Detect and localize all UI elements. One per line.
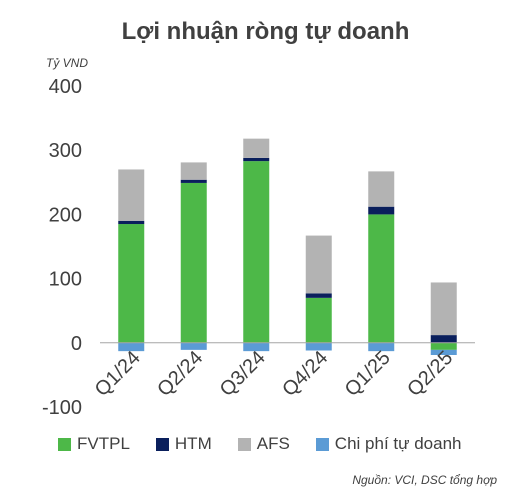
x-tick-label: Q3/24	[216, 347, 270, 401]
y-tick-label: 400	[49, 76, 82, 98]
legend-swatch-htm	[155, 437, 169, 451]
bar-htm-Q1-25	[368, 206, 395, 215]
bar-afs-Q3-24	[243, 138, 270, 158]
bar-chi-ph-t-doanh-Q2-24	[180, 342, 207, 350]
chart-title: Lợi nhuận ròng tự doanh	[121, 18, 410, 45]
bar-htm-Q2-24	[180, 179, 207, 183]
x-tick-label: Q1/24	[91, 347, 145, 401]
bar-chi-ph-t-doanh-Q1-24	[118, 342, 145, 352]
y-tick-label: 300	[49, 140, 82, 162]
legend-label-fvtpl: FVTPL	[77, 434, 130, 453]
bar-afs-Q2-24	[180, 162, 207, 180]
bar-fvtpl-Q1-25	[368, 214, 395, 343]
x-tick-label: Q4/24	[278, 347, 332, 401]
bar-chi-ph-t-doanh-Q3-24	[243, 342, 270, 352]
bar-afs-Q2-25	[430, 282, 457, 336]
bar-htm-Q4-24	[305, 293, 332, 298]
x-tick-label: Q2/25	[403, 347, 457, 401]
legend-item-afs: AFS	[237, 434, 290, 454]
legend-label-chi-phi: Chi phí tự doanh	[334, 434, 462, 453]
y-tick-label: -100	[42, 397, 82, 419]
bar-afs-Q1-24	[118, 169, 145, 221]
y-tick-label: 100	[49, 269, 82, 291]
legend-swatch-fvtpl	[58, 437, 71, 451]
bar-htm-Q2-25	[430, 335, 457, 343]
legend-label-afs: AFS	[256, 434, 290, 453]
bar-chi-ph-t-doanh-Q4-24	[305, 342, 332, 351]
bar-fvtpl-Q1-24	[118, 224, 145, 343]
legend-label-htm: HTM	[174, 434, 212, 453]
source-note: Nguồn: VCI, DSC tổng hợp	[352, 473, 497, 487]
bar-afs-Q4-24	[305, 235, 332, 294]
y-tick-label: 200	[49, 204, 82, 226]
bar-fvtpl-Q4-24	[305, 297, 332, 343]
legend-item-htm: HTM	[155, 434, 212, 454]
legend-swatch-chi-phi	[315, 437, 329, 451]
bar-afs-Q1-25	[368, 171, 395, 207]
bar-chi-ph-t-doanh-Q2-25	[430, 349, 457, 355]
bar-htm-Q1-24	[118, 220, 145, 225]
bar-htm-Q3-24	[243, 157, 270, 162]
legend-swatch-afs	[237, 437, 251, 451]
x-tick-label: Q2/24	[153, 347, 207, 401]
bar-fvtpl-Q2-24	[180, 182, 207, 343]
legend-item-chi-phi: Chi phí tự doanh	[315, 434, 462, 454]
legend-item-fvtpl: FVTPL	[58, 434, 130, 454]
bar-fvtpl-Q2-25	[430, 342, 457, 350]
x-tick-label: Q1/25	[341, 347, 395, 401]
bar-chi-ph-t-doanh-Q1-25	[368, 342, 395, 352]
bar-chart: 400 300 200 100 0 -100 Q1/24 Q2/24 Q3/24 Q4/24 Q1/…	[42, 76, 475, 419]
unit-label: Tỷ VND	[46, 56, 88, 70]
bar-fvtpl-Q3-24	[243, 161, 270, 343]
y-tick-label: 0	[71, 333, 82, 355]
legend: FVTPL HTM AFS Chi phí tự doanh	[58, 434, 487, 454]
